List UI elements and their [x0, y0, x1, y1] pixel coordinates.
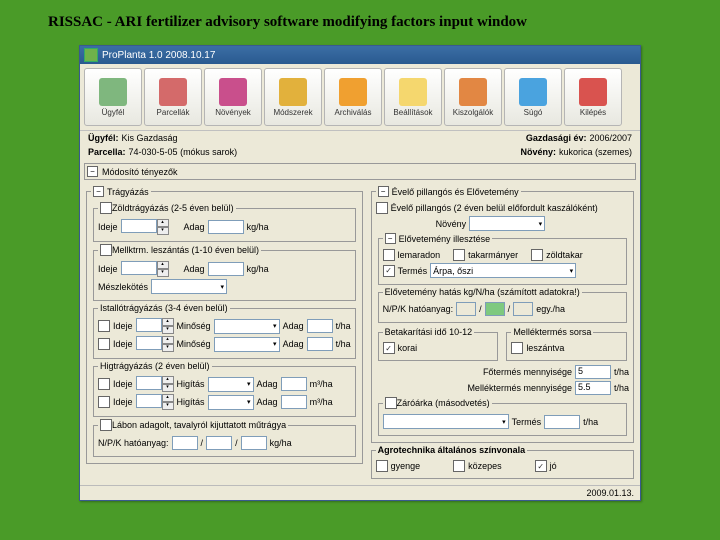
- toolbar: Ügyfél Parcellák Növények Módszerek Arch…: [80, 64, 640, 131]
- exit-icon: [579, 78, 607, 106]
- radio-jo[interactable]: ✓: [535, 460, 547, 472]
- right-column: −Évelő pillangós és Elővetemény Évelő pi…: [369, 184, 636, 481]
- toolbar-modszerek[interactable]: Módszerek: [264, 68, 322, 126]
- toolbar-ugyfel[interactable]: Ügyfél: [84, 68, 142, 126]
- toolbar-kiszolgalok[interactable]: Kiszolgálók: [444, 68, 502, 126]
- group-zoldtragya: Zöldtrágyázás (2-5 éven belül) Ideje ▴▾ …: [93, 202, 356, 242]
- zaroarok-select[interactable]: [383, 414, 509, 429]
- input[interactable]: [208, 262, 244, 276]
- group-mellektermes: Melléktermés sorsa leszántva: [506, 327, 627, 361]
- checkbox[interactable]: [98, 338, 110, 350]
- plant-icon: [219, 78, 247, 106]
- checkbox[interactable]: [100, 202, 112, 214]
- info-row-1: Ügyfél:Kis Gazdaság Gazdasági év:2006/20…: [80, 131, 640, 145]
- checkbox[interactable]: [98, 320, 110, 332]
- collapse-icon[interactable]: −: [378, 186, 389, 197]
- toolbar-sugo[interactable]: Súgó: [504, 68, 562, 126]
- checkbox-checked[interactable]: ✓: [383, 265, 395, 277]
- npk-n: [456, 302, 476, 316]
- toolbar-archivalas[interactable]: Archiválás: [324, 68, 382, 126]
- collapse-icon[interactable]: −: [93, 186, 104, 197]
- group-labon: Lábon adagolt, tavalyról kijuttatott műt…: [93, 419, 356, 457]
- minoseg-select[interactable]: [214, 319, 280, 334]
- group-betakaritas: Betakarítási idő 10-12 ✓korai: [378, 327, 499, 361]
- checkbox[interactable]: [376, 202, 388, 214]
- title-bar: ProPlanta 1.0 2008.10.17: [80, 46, 640, 64]
- group-tragyazas: −Trágyázás Zöldtrágyázás (2-5 éven belül…: [86, 186, 363, 464]
- noveny-select[interactable]: [469, 216, 545, 231]
- info-row-2: Parcella:74-030-5-05 (mókus sarok) Növén…: [80, 145, 640, 159]
- person-icon: [99, 78, 127, 106]
- npk-p: [485, 302, 505, 316]
- npk-k: [513, 302, 533, 316]
- termes-select[interactable]: Árpa, őszi: [430, 263, 576, 278]
- toolbar-beallitasok[interactable]: Beállítások: [384, 68, 442, 126]
- toolbar-novenyek[interactable]: Növények: [204, 68, 262, 126]
- collapse-icon: −: [87, 166, 98, 177]
- checkbox[interactable]: [100, 419, 112, 431]
- group-zaroarok: Záróárka (másodvetés) Termést/ha: [378, 397, 627, 436]
- spin-down[interactable]: ▾: [157, 227, 169, 235]
- checkbox[interactable]: [98, 378, 110, 390]
- archive-icon: [339, 78, 367, 106]
- left-column: −Trágyázás Zöldtrágyázás (2-5 éven belül…: [84, 184, 365, 481]
- radio-kozepes[interactable]: [453, 460, 465, 472]
- settings-icon: [399, 78, 427, 106]
- toolbar-parcellak[interactable]: Parcellák: [144, 68, 202, 126]
- adag-input[interactable]: [208, 220, 244, 234]
- status-date: 2009.01.13.: [586, 488, 634, 498]
- group-elovet-hatas: Elővetemény hatás kg/N/ha (számított ada…: [378, 287, 627, 323]
- group-evelo: −Évelő pillangós és Elővetemény Évelő pi…: [371, 186, 634, 443]
- method-icon: [279, 78, 307, 106]
- server-icon: [459, 78, 487, 106]
- spin-up[interactable]: ▴: [157, 219, 169, 227]
- checkbox[interactable]: [100, 244, 112, 256]
- fotermes-input[interactable]: 5: [575, 365, 611, 379]
- radio-gyenge[interactable]: [376, 460, 388, 472]
- group-agrotechnika: Agrotechnika általános színvonala gyenge…: [371, 445, 634, 479]
- group-istallo: Istallótrágyázás (3-4 éven belül) Ideje …: [93, 303, 356, 359]
- slide-title: RISSAC - ARI fertilizer advisory softwar…: [0, 0, 720, 39]
- group-mellktrm: Mellktrm. leszántás (1-10 éven belül) Id…: [93, 244, 356, 301]
- checkbox[interactable]: [98, 396, 110, 408]
- group-higtragya: Higtrágyázás (2 éven belül) Ideje ▴▾ Hig…: [93, 361, 356, 417]
- app-icon: [84, 48, 98, 62]
- status-bar: 2009.01.13.: [80, 485, 640, 500]
- section-modosito[interactable]: − Módosító tényezők: [84, 163, 636, 180]
- app-window: ProPlanta 1.0 2008.10.17 Ügyfél Parcellá…: [79, 45, 641, 501]
- window-title: ProPlanta 1.0 2008.10.17: [102, 50, 215, 61]
- ideje-input[interactable]: [121, 219, 157, 233]
- toolbar-kilepes[interactable]: Kilépés: [564, 68, 622, 126]
- help-icon: [519, 78, 547, 106]
- mellektermes-input[interactable]: 5.5: [575, 381, 611, 395]
- parcel-icon: [159, 78, 187, 106]
- meszlekotes-select[interactable]: [151, 279, 227, 294]
- input[interactable]: [121, 261, 157, 275]
- group-elovet-ill: −Elővetemény illesztése lemaradon takarm…: [378, 233, 627, 285]
